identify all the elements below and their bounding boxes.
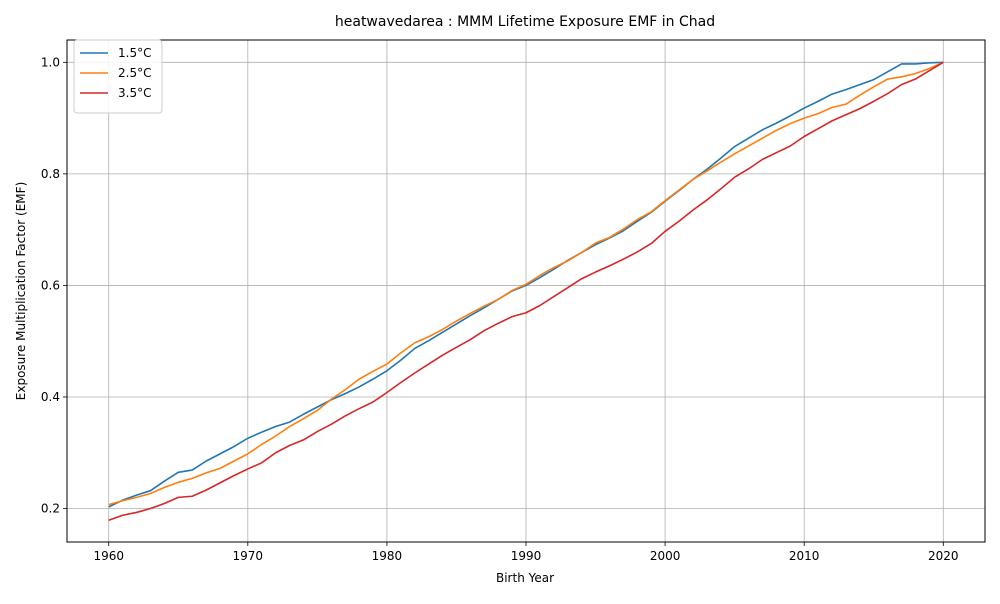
series-line-1 bbox=[108, 61, 944, 508]
x-tick-label: 2010 bbox=[789, 549, 820, 563]
y-tick-label: 1.0 bbox=[41, 55, 60, 69]
x-tick-label: 1980 bbox=[372, 549, 403, 563]
x-tick-label: 1960 bbox=[93, 549, 124, 563]
x-axis-title: Birth Year bbox=[496, 571, 554, 585]
legend-label-2: 2.5°C bbox=[118, 66, 151, 80]
x-tick-label: 2020 bbox=[928, 549, 959, 563]
axis-ticks: 1960 1970 1980 1990 2000 2010 2020 0.2 0.4 0.6 0.8… bbox=[41, 55, 959, 563]
y-tick-label: 0.4 bbox=[41, 390, 60, 404]
legend-label-1: 1.5°C bbox=[118, 46, 151, 60]
series-lines bbox=[108, 61, 944, 522]
y-tick-label: 0.6 bbox=[41, 278, 60, 292]
chart-title: heatwavedarea : MMM Lifetime Exposure EM… bbox=[335, 14, 715, 30]
y-tick-label: 0.2 bbox=[41, 502, 60, 516]
legend-label-3: 3.5°C bbox=[118, 86, 151, 100]
x-tick-label: 1990 bbox=[511, 549, 542, 563]
series-line-3 bbox=[108, 61, 944, 522]
y-axis-title: Exposure Multiplication Factor (EMF) bbox=[14, 182, 28, 400]
legend: 1.5°C 2.5°C 3.5°C bbox=[73, 39, 163, 114]
legend-box bbox=[73, 39, 163, 114]
series-line-2 bbox=[108, 61, 944, 506]
x-tick-label: 1970 bbox=[233, 549, 264, 563]
x-tick-label: 2000 bbox=[650, 549, 681, 563]
y-tick-label: 0.8 bbox=[41, 167, 60, 181]
